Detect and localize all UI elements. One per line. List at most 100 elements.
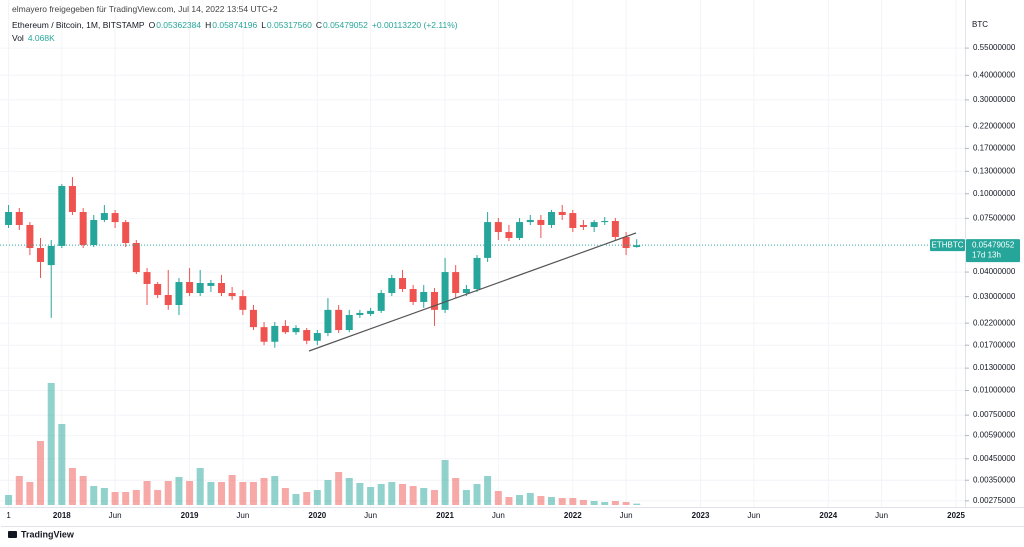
volume-bar bbox=[100, 488, 108, 505]
candle bbox=[399, 269, 407, 292]
candle-body bbox=[100, 213, 108, 220]
volume-bar bbox=[15, 476, 23, 505]
volume-bar bbox=[281, 488, 289, 505]
candle bbox=[367, 307, 375, 317]
candle-body bbox=[569, 213, 577, 228]
candle-body bbox=[473, 257, 481, 290]
volume-bar bbox=[526, 493, 534, 505]
y-tick-label: 0.03000000 bbox=[973, 292, 1016, 301]
candle bbox=[452, 265, 460, 299]
candle bbox=[547, 209, 555, 228]
candle bbox=[111, 209, 119, 228]
candle-body bbox=[547, 211, 555, 225]
candle-body bbox=[292, 327, 300, 333]
change: +0.00113220 (+2.11%) bbox=[371, 20, 458, 30]
x-tick-label: Jun bbox=[875, 511, 888, 520]
candle-body bbox=[377, 293, 385, 311]
volume-bar bbox=[90, 486, 98, 505]
y-tick-label: 0.01000000 bbox=[973, 386, 1016, 395]
x-tick-label: 1 bbox=[6, 511, 11, 520]
ohlc-value: 0.05317560 bbox=[266, 20, 312, 30]
brand: TradingView bbox=[21, 529, 75, 539]
candle bbox=[132, 240, 140, 275]
candle-body bbox=[132, 243, 140, 273]
y-tick-label: 0.40000000 bbox=[973, 70, 1016, 79]
y-tick-label: 0.17000000 bbox=[973, 144, 1016, 153]
candle-body bbox=[430, 291, 438, 310]
volume-name: Vol bbox=[12, 33, 24, 43]
candle-body bbox=[303, 330, 311, 341]
y-tick-label: 0.07500000 bbox=[973, 213, 1016, 222]
y-tick-label: 0.04000000 bbox=[973, 267, 1016, 276]
candle bbox=[228, 286, 236, 300]
candle-body bbox=[345, 315, 353, 331]
volume-bar bbox=[260, 478, 268, 505]
x-tick-label: 2021 bbox=[436, 511, 454, 520]
candle-body bbox=[622, 236, 630, 249]
candle bbox=[164, 269, 172, 310]
candle-body bbox=[271, 325, 279, 342]
grid bbox=[0, 0, 965, 507]
y-tick-label: 0.00450000 bbox=[973, 454, 1016, 463]
candle bbox=[313, 330, 321, 346]
candle bbox=[68, 177, 76, 215]
volume-bar bbox=[58, 424, 66, 505]
candle bbox=[473, 255, 481, 292]
price-tag-value: 0.05479052 bbox=[972, 240, 1015, 249]
candle bbox=[420, 284, 428, 308]
y-tick-label: 0.02200000 bbox=[973, 318, 1016, 327]
candle-body bbox=[164, 294, 172, 306]
candle-body bbox=[228, 293, 236, 297]
candle-body bbox=[26, 224, 34, 249]
price-tag bbox=[966, 239, 1020, 263]
volume-bar bbox=[409, 486, 417, 505]
volume-bar bbox=[292, 494, 300, 505]
x-tick-label: Jun bbox=[492, 511, 505, 520]
candle-body bbox=[633, 245, 641, 248]
volume-bar bbox=[367, 487, 375, 505]
volume-bar bbox=[186, 481, 194, 505]
x-tick-label: 2024 bbox=[819, 511, 837, 520]
y-tick-label: 0.30000000 bbox=[973, 95, 1016, 104]
x-tick-label: 2019 bbox=[181, 511, 199, 520]
candle bbox=[47, 240, 55, 318]
candle-body bbox=[249, 309, 257, 328]
volume-bar bbox=[345, 478, 353, 505]
volume-bar bbox=[249, 482, 257, 505]
candle-body bbox=[335, 309, 343, 331]
candle-body bbox=[409, 289, 417, 302]
candle-body bbox=[5, 211, 13, 225]
y-tick-label: 0.22000000 bbox=[973, 121, 1016, 130]
candle-body bbox=[281, 325, 289, 333]
candle bbox=[143, 268, 151, 306]
x-tick-label: 2025 bbox=[947, 511, 965, 520]
x-tick-label: Jun bbox=[364, 511, 377, 520]
candle bbox=[239, 290, 247, 316]
y-tick-label: 0.00275000 bbox=[973, 496, 1016, 505]
y-tick-label: 0.00590000 bbox=[973, 431, 1016, 440]
volume-bar bbox=[228, 475, 236, 505]
candle-body bbox=[462, 289, 470, 294]
volume-bar bbox=[207, 482, 215, 505]
candle bbox=[186, 268, 194, 297]
x-tick-label: Jun bbox=[236, 511, 249, 520]
ohlc-key: H bbox=[205, 20, 212, 30]
footer-logo: TradingView bbox=[8, 529, 75, 539]
candle bbox=[271, 322, 279, 348]
volume-bar bbox=[601, 502, 609, 505]
volume-bar bbox=[473, 484, 481, 505]
candle bbox=[441, 257, 449, 313]
volume-bar bbox=[132, 490, 140, 505]
volume-bar bbox=[452, 478, 460, 505]
y-tick-label: 0.55000000 bbox=[973, 43, 1016, 52]
candle-body bbox=[36, 248, 44, 263]
candle-body bbox=[58, 186, 66, 246]
candle bbox=[558, 204, 566, 220]
volume-bar bbox=[79, 476, 87, 505]
candle-body bbox=[526, 219, 534, 223]
x-tick-label: 2023 bbox=[692, 511, 710, 520]
volume-bar bbox=[5, 495, 13, 505]
y-tick-label: 0.01700000 bbox=[973, 340, 1016, 349]
ohlc-item: L 0.05317560 bbox=[261, 20, 312, 30]
candle bbox=[324, 298, 332, 337]
